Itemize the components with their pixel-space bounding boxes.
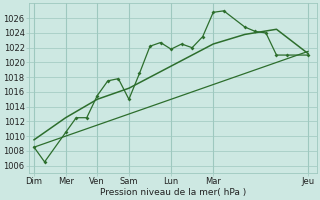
X-axis label: Pression niveau de la mer( hPa ): Pression niveau de la mer( hPa ) — [100, 188, 246, 197]
